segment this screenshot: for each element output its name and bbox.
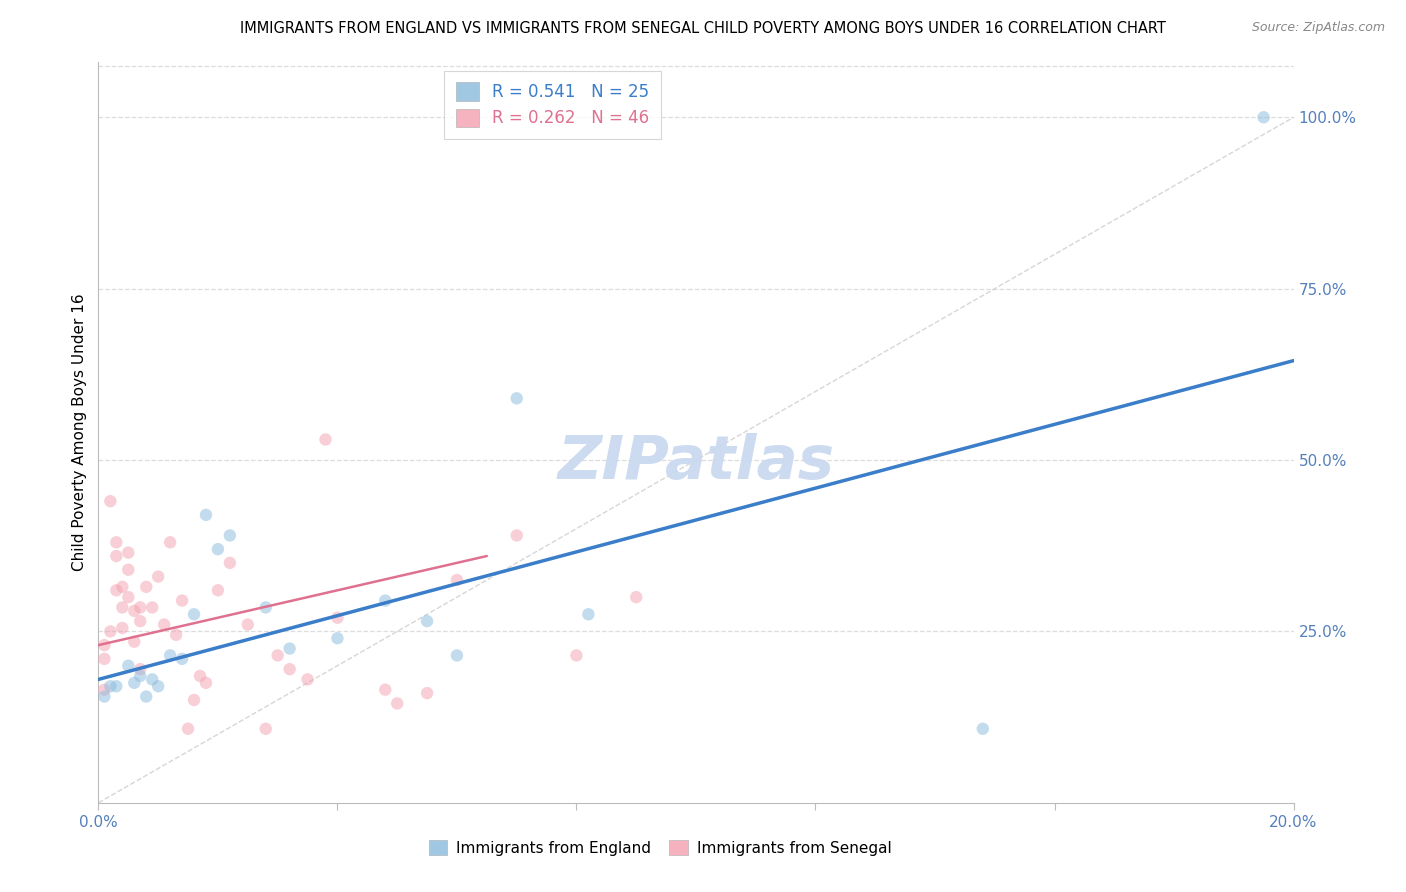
Y-axis label: Child Poverty Among Boys Under 16: Child Poverty Among Boys Under 16	[72, 293, 87, 572]
Point	[105, 679, 128, 693]
Point	[105, 535, 128, 549]
Point	[177, 722, 200, 736]
Point	[117, 590, 139, 604]
Text: IMMIGRANTS FROM ENGLAND VS IMMIGRANTS FROM SENEGAL CHILD POVERTY AMONG BOYS UNDE: IMMIGRANTS FROM ENGLAND VS IMMIGRANTS FR…	[240, 21, 1166, 36]
Point	[124, 676, 146, 690]
Point	[98, 624, 122, 639]
Point	[326, 610, 349, 624]
Point	[93, 690, 115, 704]
Point	[129, 669, 152, 683]
Point	[374, 682, 396, 697]
Point	[236, 617, 259, 632]
Point	[626, 590, 648, 604]
Point	[117, 658, 139, 673]
Text: Source: ZipAtlas.com: Source: ZipAtlas.com	[1251, 21, 1385, 34]
Point	[111, 621, 134, 635]
Point	[111, 580, 134, 594]
Point	[578, 607, 600, 622]
Point	[297, 673, 319, 687]
Point	[326, 632, 349, 646]
Point	[105, 549, 128, 563]
Point	[972, 722, 994, 736]
Legend: Immigrants from England, Immigrants from Senegal: Immigrants from England, Immigrants from…	[422, 834, 898, 862]
Point	[565, 648, 588, 663]
Point	[111, 600, 134, 615]
Point	[93, 638, 115, 652]
Point	[165, 628, 187, 642]
Point	[93, 652, 115, 666]
Point	[141, 673, 163, 687]
Point	[148, 679, 170, 693]
Point	[148, 569, 170, 583]
Point	[172, 652, 194, 666]
Point	[195, 508, 218, 522]
Point	[1253, 110, 1275, 124]
Point	[129, 614, 152, 628]
Point	[315, 433, 337, 447]
Point	[254, 722, 277, 736]
Point	[446, 573, 468, 587]
Point	[195, 676, 218, 690]
Point	[506, 392, 529, 406]
Point	[172, 593, 194, 607]
Point	[159, 535, 181, 549]
Point	[98, 679, 122, 693]
Point	[385, 697, 409, 711]
Point	[254, 600, 277, 615]
Point	[219, 556, 242, 570]
Point	[416, 614, 439, 628]
Point	[278, 662, 301, 676]
Point	[135, 580, 157, 594]
Point	[93, 682, 115, 697]
Point	[374, 593, 396, 607]
Point	[183, 693, 205, 707]
Text: ZIPatlas: ZIPatlas	[557, 433, 835, 491]
Point	[278, 641, 301, 656]
Point	[105, 583, 128, 598]
Point	[207, 542, 229, 557]
Point	[219, 528, 242, 542]
Point	[117, 545, 139, 559]
Point	[124, 634, 146, 648]
Point	[416, 686, 439, 700]
Point	[129, 662, 152, 676]
Point	[506, 528, 529, 542]
Point	[153, 617, 176, 632]
Point	[141, 600, 163, 615]
Point	[446, 648, 468, 663]
Point	[98, 494, 122, 508]
Point	[117, 563, 139, 577]
Point	[124, 604, 146, 618]
Point	[159, 648, 181, 663]
Point	[267, 648, 290, 663]
Point	[183, 607, 205, 622]
Point	[135, 690, 157, 704]
Point	[188, 669, 211, 683]
Point	[207, 583, 229, 598]
Point	[129, 600, 152, 615]
